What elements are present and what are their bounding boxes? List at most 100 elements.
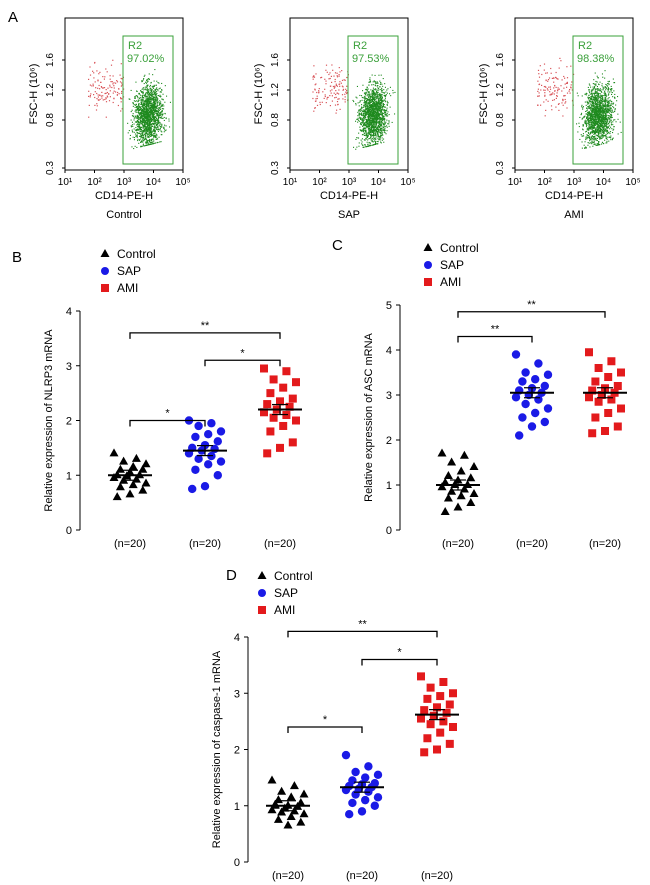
event-dot (595, 109, 597, 111)
event-dot (591, 113, 593, 115)
event-dot (604, 128, 606, 130)
event-dot-outside (325, 69, 327, 71)
event-dot (137, 117, 139, 119)
event-dot (598, 104, 600, 106)
event-dot (376, 102, 378, 104)
event-dot (142, 134, 144, 136)
event-dot (596, 111, 598, 113)
event-dot-outside (107, 96, 109, 98)
event-dot (593, 79, 595, 81)
event-dot (152, 117, 154, 119)
event-dot (377, 109, 379, 111)
event-dot-outside (96, 98, 98, 100)
event-dot (135, 127, 137, 129)
event-dot (364, 97, 366, 99)
event-dot (160, 108, 162, 110)
event-dot-outside (110, 64, 113, 66)
event-dot (601, 141, 603, 143)
event-dot (362, 84, 364, 86)
event-dot (369, 132, 371, 134)
event-dot (597, 98, 599, 100)
event-dot (594, 98, 596, 100)
event-dot (588, 105, 590, 107)
event-dot (382, 117, 384, 119)
event-dot (145, 92, 147, 94)
y-axis-label: FSC-H (10⁶) (253, 64, 265, 125)
event-dot (363, 115, 365, 117)
event-dot (610, 114, 612, 116)
event-dot (159, 103, 161, 105)
event-dot (360, 113, 362, 115)
event-dot (378, 136, 380, 138)
event-dot (145, 134, 147, 136)
event-dot (601, 137, 603, 139)
event-dot (372, 116, 374, 118)
event-dot (605, 125, 607, 127)
event-dot (588, 99, 590, 101)
event-dot (368, 97, 370, 99)
event-dot (149, 98, 151, 100)
event-dot (158, 129, 160, 131)
event-dot (149, 139, 151, 141)
event-dot (371, 109, 373, 111)
event-dot (590, 138, 592, 140)
event-dot (145, 109, 147, 111)
event-dot (145, 141, 147, 143)
event-dot (386, 102, 388, 104)
event-dot (375, 138, 377, 140)
event-dot-outside (344, 101, 346, 103)
event-dot (146, 120, 148, 122)
event-dot (593, 109, 595, 111)
event-dot (373, 119, 375, 121)
event-dot-outside (321, 76, 323, 78)
event-dot (610, 137, 612, 139)
event-dot (608, 93, 610, 95)
event-dot (159, 127, 161, 129)
event-dot (617, 96, 619, 98)
event-dot (604, 130, 606, 132)
event-dot (147, 89, 149, 91)
event-dot (138, 116, 140, 118)
event-dot (146, 91, 148, 93)
plot-frame (64, 17, 184, 171)
event-dot (607, 103, 609, 105)
x-tick-label: 10² (87, 177, 102, 188)
event-dot (362, 125, 364, 127)
event-dot (371, 130, 373, 132)
event-dot (361, 104, 363, 106)
event-dot-outside (96, 103, 98, 105)
event-dot (138, 103, 140, 105)
event-dot (606, 109, 608, 111)
event-dot (146, 111, 148, 113)
event-dot (364, 123, 366, 125)
event-dot (149, 84, 151, 86)
event-dot-outside (341, 70, 343, 72)
event-dot (365, 115, 367, 117)
event-dot (136, 128, 138, 130)
event-dot-outside (339, 71, 341, 73)
event-dot (146, 99, 148, 101)
event-dot-outside (120, 77, 122, 80)
event-dot (611, 116, 613, 118)
event-dot (148, 119, 150, 121)
event-dot (148, 122, 150, 124)
event-dot-outside (108, 93, 110, 95)
event-dot-outside (88, 78, 90, 80)
event-dot (588, 127, 590, 129)
event-dot (591, 122, 593, 124)
event-dot (604, 102, 606, 104)
event-dot (157, 82, 159, 84)
event-dot (368, 128, 370, 130)
event-dot (370, 134, 372, 136)
event-dot (159, 94, 161, 96)
event-dot (144, 124, 146, 126)
event-dot-outside (116, 94, 118, 96)
event-dot (590, 128, 592, 130)
event-dot (373, 92, 375, 94)
event-dot (150, 108, 152, 110)
event-dot (605, 99, 607, 101)
event-dot-outside (104, 92, 106, 95)
event-dot (365, 120, 367, 122)
event-dot (598, 126, 600, 128)
